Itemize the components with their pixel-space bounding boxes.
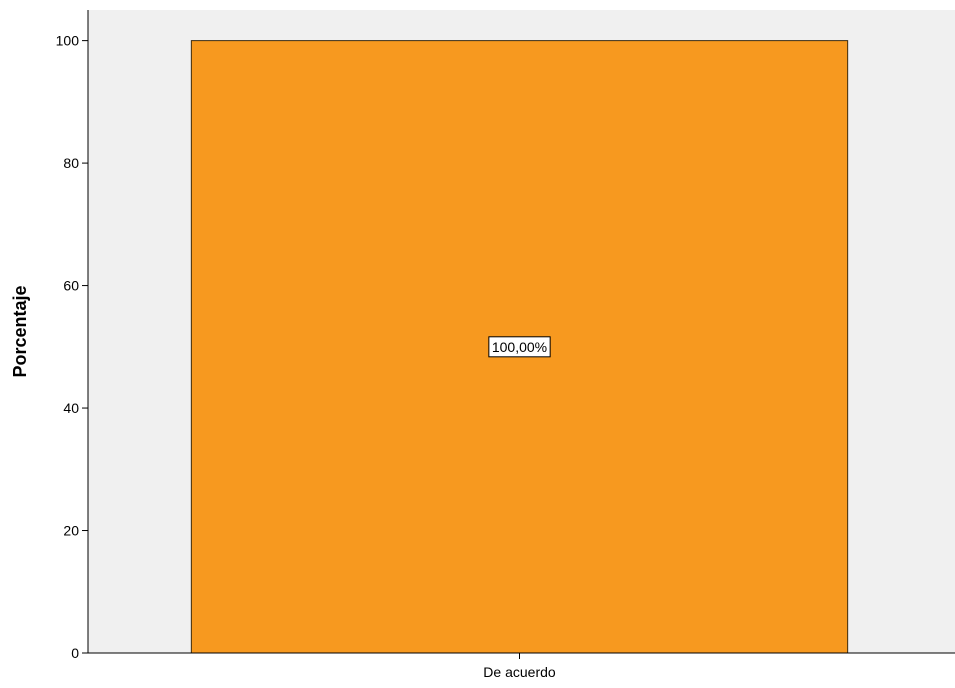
y-tick-label: 80 [63,155,79,171]
y-tick-label: 60 [63,278,79,294]
y-tick-label: 0 [71,645,79,661]
data-label-text: 100,00% [492,339,547,355]
x-axis: De acuerdo [88,652,955,680]
data-labels-group: 100,00% [488,336,551,358]
y-axis: 0 20 40 60 80 100 [56,10,89,661]
y-axis-label: Porcentaje [10,285,30,377]
data-label-box [488,336,551,358]
x-tick-label: De acuerdo [483,664,556,680]
data-label: 100,00% [488,336,551,358]
y-tick-label: 100 [56,33,80,49]
y-tick-label: 20 [63,523,79,539]
y-tick-label: 40 [63,400,79,416]
